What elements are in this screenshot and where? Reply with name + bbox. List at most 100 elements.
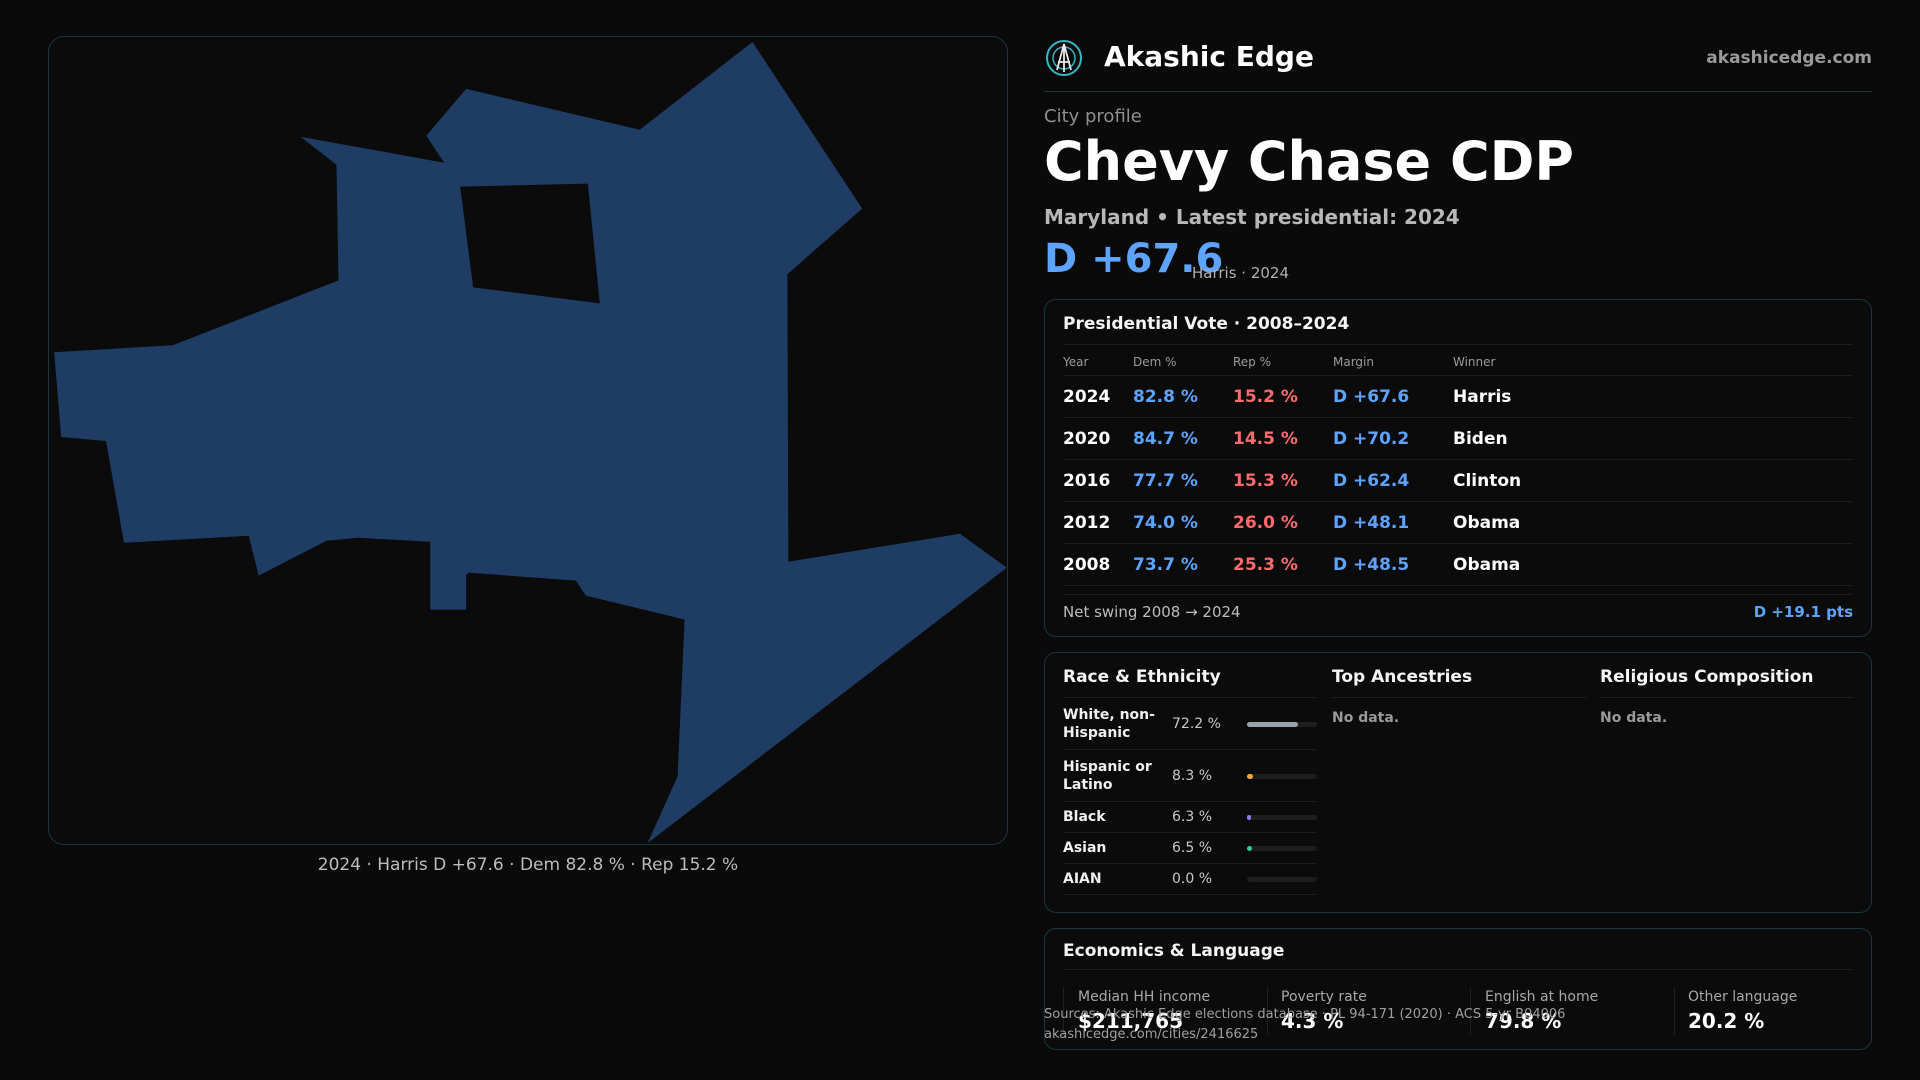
- demographics-card: Race & Ethnicity White, non-Hispanic 72.…: [1044, 652, 1872, 913]
- race-label: AIAN: [1063, 871, 1102, 887]
- stat-english-at-home: English at home 79.8 %: [1485, 989, 1665, 1041]
- race-percent: 8.3 %: [1172, 767, 1213, 784]
- cell-rep: 14.5 %: [1233, 428, 1298, 449]
- stat-median-income: Median HH income $211,765: [1078, 989, 1258, 1041]
- table-row: 2012 74.0 % 26.0 % D +48.1 Obama: [1063, 502, 1853, 544]
- divider: [1063, 987, 1064, 1035]
- cell-year: 2016: [1063, 470, 1111, 491]
- race-row: White, non-Hispanic 72.2 %: [1063, 698, 1317, 750]
- site-header: Akashic Edge akashicedge.com: [1044, 36, 1872, 92]
- cell-year: 2012: [1063, 512, 1111, 533]
- column-header-year: Year: [1063, 354, 1089, 369]
- race-percent: 72.2 %: [1172, 715, 1221, 732]
- cell-rep: 15.2 %: [1233, 386, 1298, 407]
- section-title: Top Ancestries: [1332, 667, 1586, 698]
- cell-winner: Clinton: [1453, 470, 1522, 491]
- stat-label: Poverty rate: [1281, 989, 1367, 1005]
- empty-state: No data.: [1600, 710, 1668, 726]
- race-row: Hispanic or Latino 8.3 %: [1063, 750, 1317, 802]
- table-header: Year Dem % Rep % Margin Winner: [1063, 348, 1853, 376]
- cell-winner: Obama: [1453, 554, 1521, 575]
- column-header-rep: Rep %: [1233, 354, 1272, 369]
- race-bar-fill: [1247, 815, 1252, 820]
- cell-margin: D +48.1: [1333, 512, 1410, 533]
- stat-other-language: Other language 20.2 %: [1688, 989, 1868, 1041]
- cell-rep: 25.3 %: [1233, 554, 1298, 575]
- race-label: Black: [1063, 809, 1106, 825]
- race-bar-track: [1247, 773, 1317, 779]
- race-bar-track: [1247, 721, 1317, 727]
- race-label: Hispanic or Latino: [1063, 758, 1152, 793]
- race-label: White, non-Hispanic: [1063, 706, 1155, 741]
- divider: [1470, 987, 1471, 1035]
- cell-year: 2008: [1063, 554, 1111, 575]
- race-bar-track: [1247, 846, 1317, 851]
- cell-dem: 77.7 %: [1133, 470, 1198, 491]
- vote-table: Year Dem % Rep % Margin Winner 2024 82.8…: [1063, 348, 1853, 586]
- cell-rep: 26.0 %: [1233, 512, 1298, 533]
- card-title: Economics & Language: [1063, 941, 1285, 961]
- race-percent: 0.0 %: [1172, 871, 1213, 887]
- race-row: Black 6.3 %: [1063, 802, 1317, 833]
- race-row: Asian 6.5 %: [1063, 833, 1317, 864]
- brand-name[interactable]: Akashic Edge: [1104, 40, 1314, 73]
- religion-section: Religious Composition No data.: [1600, 667, 1854, 726]
- net-swing-label: Net swing 2008 → 2024: [1063, 603, 1241, 621]
- page-title: Chevy Chase CDP: [1044, 130, 1575, 193]
- divider: [1267, 987, 1268, 1035]
- cell-dem: 82.8 %: [1133, 386, 1198, 407]
- page-url-link[interactable]: akashicedge.com/cities/2416625: [1044, 1027, 1259, 1042]
- race-percent: 6.3 %: [1172, 809, 1213, 825]
- stat-label: Median HH income: [1078, 989, 1211, 1005]
- site-link[interactable]: akashicedge.com: [1706, 48, 1872, 68]
- cell-winner: Harris: [1453, 386, 1512, 407]
- stat-label: Other language: [1688, 989, 1798, 1005]
- stat-value: 20.2 %: [1688, 1009, 1765, 1033]
- ancestries-section: Top Ancestries No data.: [1332, 667, 1586, 726]
- sources-text: Sources: Akashic Edge elections database…: [1044, 1007, 1566, 1022]
- race-bar-fill: [1247, 773, 1253, 779]
- empty-state: No data.: [1332, 710, 1400, 726]
- cell-margin: D +67.6: [1333, 386, 1410, 407]
- card-title: Presidential Vote · 2008–2024: [1063, 314, 1350, 334]
- stat-label: English at home: [1485, 989, 1599, 1005]
- latest-margin-note: Harris · 2024: [1192, 264, 1290, 282]
- cell-dem: 84.7 %: [1133, 428, 1198, 449]
- table-row: 2008 73.7 % 25.3 % D +48.5 Obama: [1063, 544, 1853, 586]
- table-row: 2016 77.7 % 15.3 % D +62.4 Clinton: [1063, 460, 1853, 502]
- race-bar-track: [1247, 877, 1317, 882]
- net-swing-row: Net swing 2008 → 2024 D +19.1 pts: [1063, 594, 1853, 622]
- race-bar-fill: [1247, 721, 1298, 727]
- column-header-winner: Winner: [1453, 354, 1496, 369]
- section-title: Race & Ethnicity: [1063, 667, 1317, 698]
- section-title: Religious Composition: [1600, 667, 1854, 698]
- race-label: Asian: [1063, 840, 1107, 856]
- race-row: AIAN 0.0 %: [1063, 864, 1317, 895]
- race-bar-track: [1247, 815, 1317, 820]
- column-header-dem: Dem %: [1133, 354, 1177, 369]
- divider: [1063, 969, 1853, 970]
- cell-winner: Biden: [1453, 428, 1508, 449]
- page-subtitle: Maryland • Latest presidential: 2024: [1044, 205, 1460, 229]
- table-row: 2020 84.7 % 14.5 % D +70.2 Biden: [1063, 418, 1853, 460]
- footer: Sources: Akashic Edge elections database…: [1044, 1005, 1565, 1045]
- economics-card: Economics & Language Median HH income $2…: [1044, 928, 1872, 1050]
- cell-margin: D +70.2: [1333, 428, 1410, 449]
- column-header-margin: Margin: [1333, 354, 1374, 369]
- presidential-vote-card: Presidential Vote · 2008–2024 Year Dem %…: [1044, 299, 1872, 637]
- cell-margin: D +62.4: [1333, 470, 1410, 491]
- race-ethnicity-section: Race & Ethnicity White, non-Hispanic 72.…: [1063, 667, 1317, 895]
- race-list: White, non-Hispanic 72.2 % Hispanic or L…: [1063, 698, 1317, 895]
- page-eyebrow: City profile: [1044, 106, 1142, 127]
- table-row: 2024 82.8 % 15.2 % D +67.6 Harris: [1063, 376, 1853, 418]
- stat-value: $211,765: [1078, 1009, 1184, 1033]
- compass-globe-icon[interactable]: [1044, 38, 1084, 78]
- map-panel: [48, 36, 1008, 845]
- net-swing-value: D +19.1 pts: [1753, 603, 1853, 621]
- city-boundary-shape: [54, 41, 1007, 844]
- race-percent: 6.5 %: [1172, 840, 1213, 856]
- cell-year: 2024: [1063, 386, 1111, 407]
- cell-margin: D +48.5: [1333, 554, 1410, 575]
- divider: [1063, 344, 1853, 345]
- stat-value: 79.8 %: [1485, 1009, 1562, 1033]
